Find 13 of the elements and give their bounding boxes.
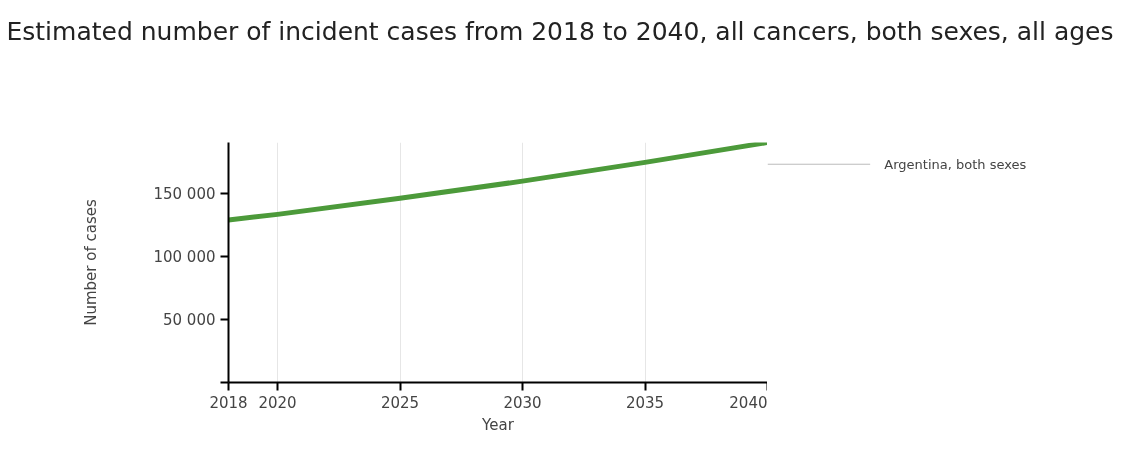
x-tick-label: 2025 xyxy=(380,393,420,412)
x-tick-label: 2040 xyxy=(729,393,768,412)
x-axis-title: Year xyxy=(481,415,515,434)
y-axis-title: Number of cases xyxy=(82,199,101,326)
text: Argentina, both sexes xyxy=(884,156,1027,172)
x-tick-label: 2030 xyxy=(503,393,542,412)
x-tick-label: 2020 xyxy=(258,393,297,412)
x-tick-label: 2035 xyxy=(625,393,665,412)
y-tick-label: 100 000 xyxy=(153,247,216,266)
y-tick-label: 50 000 xyxy=(163,310,216,329)
chart-title: Estimated number of incident cases from 2018 to 2040, all cancers, both sexes, all ages xyxy=(6,16,1114,48)
x-tick-label: 2018 xyxy=(209,393,248,412)
y-tick-label: 150 000 xyxy=(153,184,216,203)
